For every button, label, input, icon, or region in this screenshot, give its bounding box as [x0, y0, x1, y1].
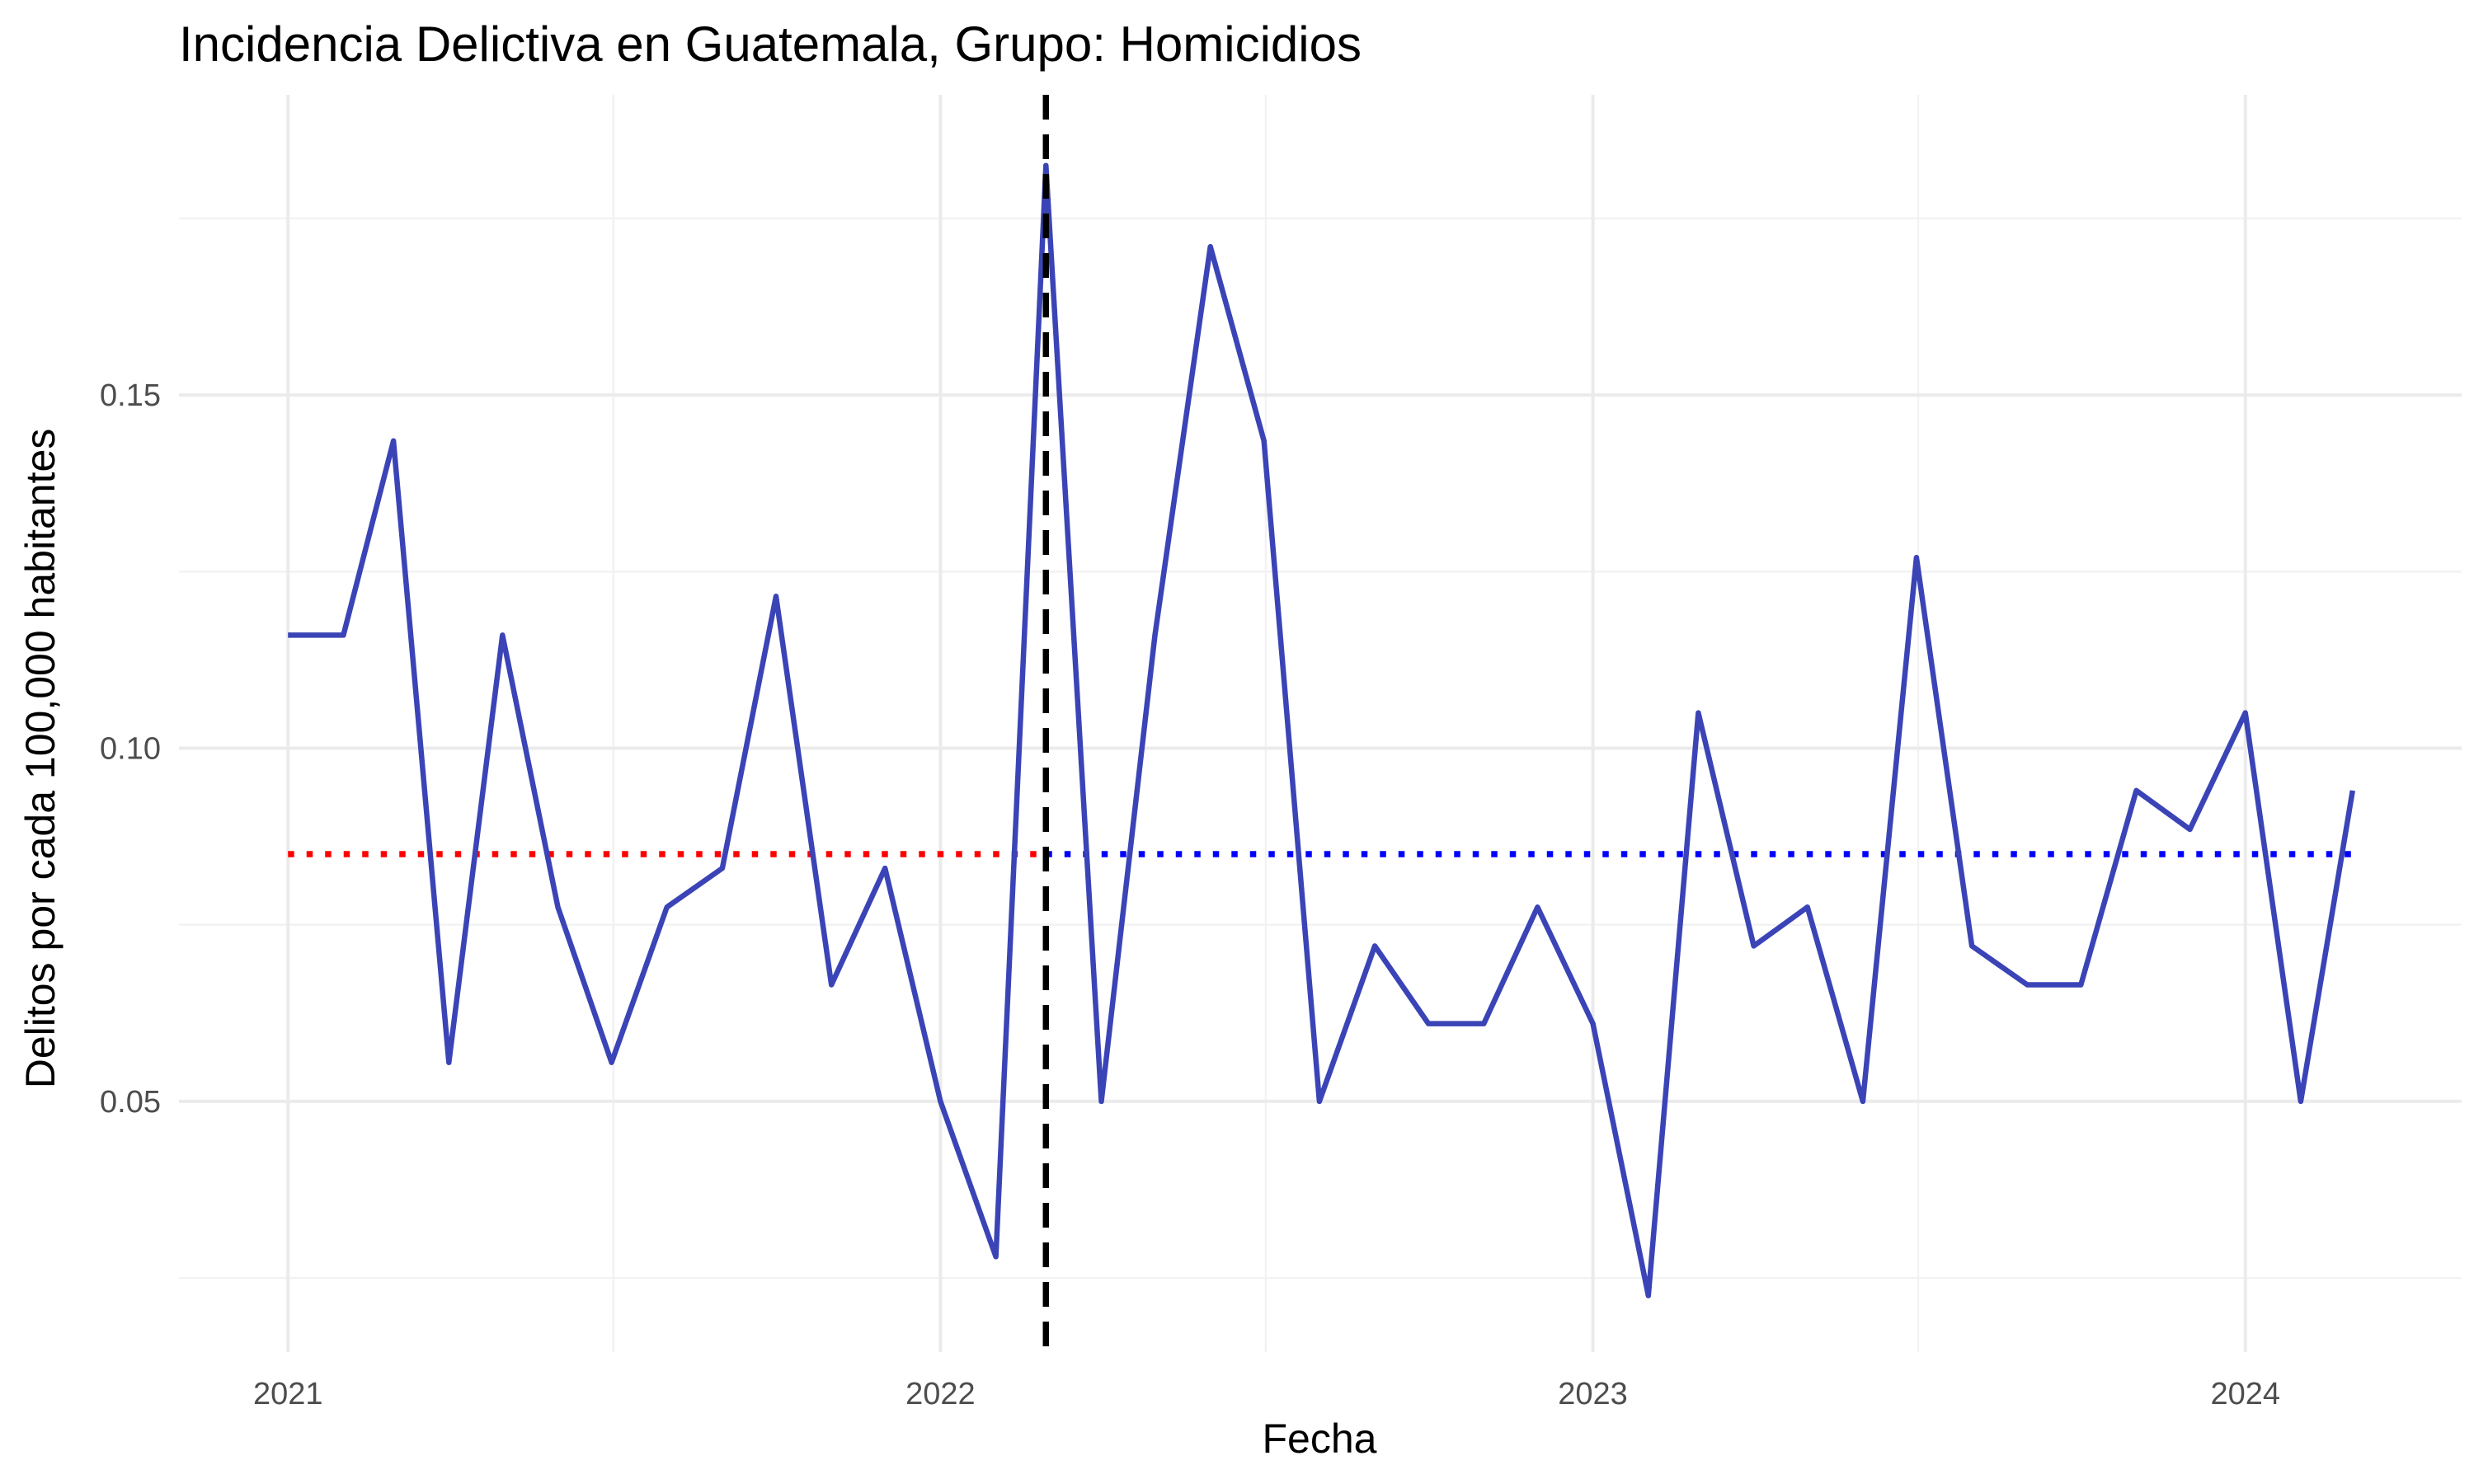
x-tick-labels: 2021 2022 2023 2024 — [253, 1377, 2280, 1411]
x-tick-label: 2021 — [253, 1377, 323, 1411]
y-axis-title: Delitos por cada 100,000 habitantes — [17, 429, 63, 1089]
series-line — [288, 162, 2356, 1298]
y-tick-labels: 0.05 0.10 0.15 — [100, 378, 161, 1120]
major-y-gridlines — [179, 393, 2462, 1103]
y-tick-label: 0.10 — [100, 731, 161, 766]
minor-x-gridlines — [612, 95, 1920, 1352]
x-tick-label: 2023 — [1558, 1377, 1628, 1411]
x-tick-label: 2024 — [2210, 1377, 2280, 1411]
x-axis-title: Fecha — [1263, 1416, 1377, 1462]
chart-title: Incidencia Delictiva en Guatemala, Grupo… — [179, 16, 1362, 72]
minor-y-gridlines — [179, 217, 2462, 1280]
y-tick-label: 0.05 — [100, 1085, 161, 1120]
x-tick-label: 2022 — [905, 1377, 976, 1411]
y-tick-label: 0.15 — [100, 378, 161, 413]
series-layer — [288, 162, 2356, 1298]
